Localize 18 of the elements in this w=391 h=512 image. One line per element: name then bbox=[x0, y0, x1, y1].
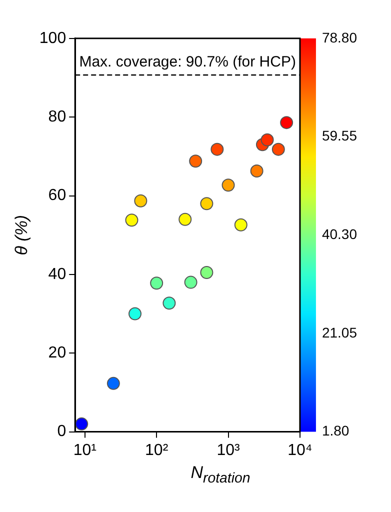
y-tick-label: 40 bbox=[48, 266, 66, 283]
y-tick-label: 60 bbox=[48, 187, 66, 204]
color-bar-label: 21.05 bbox=[322, 324, 358, 340]
y-tick-label: 80 bbox=[48, 108, 66, 126]
ref-line-label: Max. coverage: 90.7% (for HCP) bbox=[79, 54, 296, 71]
y-axis-title: θ (%) bbox=[12, 214, 31, 256]
x-tick-label: 10⁴ bbox=[288, 442, 312, 459]
color-bar-label: 78.80 bbox=[322, 29, 358, 46]
x-axis-title: N$_{rotation}$ bbox=[190, 463, 252, 486]
x-tick-label: 10² bbox=[145, 442, 169, 459]
y-tick-label: 20 bbox=[48, 344, 66, 362]
color-bar-label: 1.80 bbox=[322, 422, 350, 439]
y-tick-label: 0 bbox=[57, 423, 66, 440]
x-tick-label: 10¹ bbox=[73, 442, 96, 459]
color-bar-label: 40.30 bbox=[322, 226, 358, 242]
y-tick-label: 100 bbox=[39, 30, 66, 47]
x-tick-label: 10³ bbox=[216, 442, 241, 459]
color-bar-label: 59.55 bbox=[322, 128, 358, 144]
